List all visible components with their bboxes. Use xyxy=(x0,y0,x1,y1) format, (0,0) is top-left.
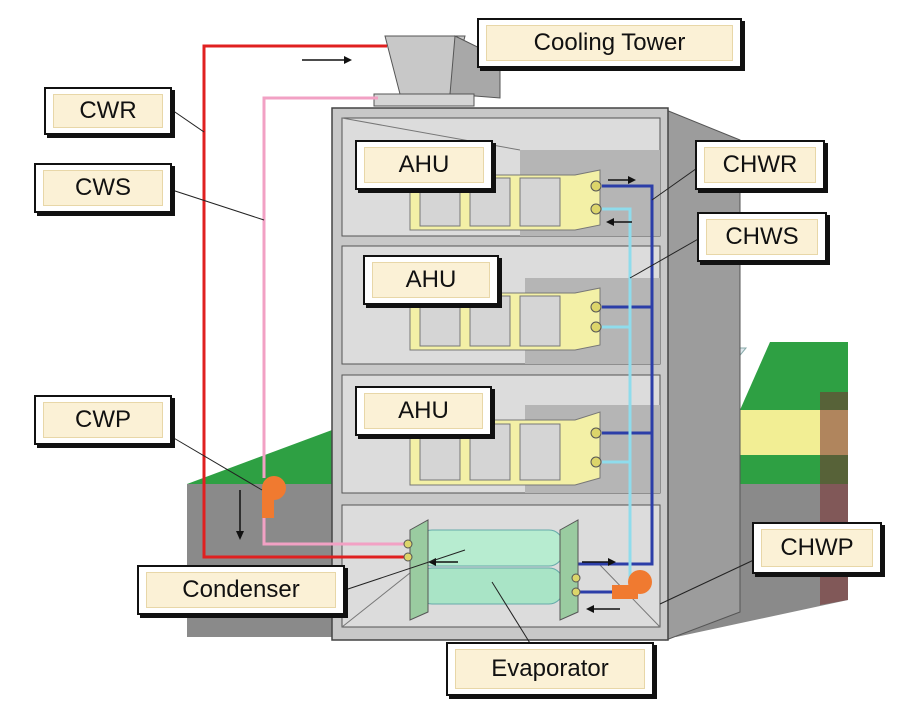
chiller xyxy=(403,519,581,621)
leader-cws xyxy=(171,189,265,221)
label-ahu-top: AHU xyxy=(355,140,493,190)
leader-cwp xyxy=(171,436,263,491)
leader-chwr xyxy=(651,165,701,201)
arrow-cws-down xyxy=(236,490,244,540)
cwr-pipe xyxy=(202,44,412,559)
leader-evaporator xyxy=(491,581,534,649)
label-chwp-text: CHWP xyxy=(761,529,873,567)
label-cws-text: CWS xyxy=(43,170,163,206)
leader-cwr xyxy=(171,109,205,133)
label-cws: CWS xyxy=(34,163,172,213)
label-chwp: CHWP xyxy=(752,522,882,574)
label-chwr: CHWR xyxy=(695,140,825,190)
leader-lines xyxy=(171,109,759,649)
cws-pipe xyxy=(262,96,378,478)
condenser-water-piping xyxy=(202,44,412,559)
label-evaporator-text: Evaporator xyxy=(455,649,645,689)
leader-chws xyxy=(629,237,701,279)
arrow-chwr-top xyxy=(608,176,636,184)
label-chwr-text: CHWR xyxy=(704,147,816,183)
chilled-water-piping xyxy=(575,184,654,599)
condenser-shell xyxy=(417,529,564,567)
label-ahu-top-text: AHU xyxy=(364,147,484,183)
label-ahu-low: AHU xyxy=(355,386,492,436)
left-grass xyxy=(187,430,332,484)
flow-arrows xyxy=(236,56,636,613)
label-ahu-mid: AHU xyxy=(363,255,499,305)
arrow-evap-in xyxy=(586,605,620,613)
label-cooling-tower-text: Cooling Tower xyxy=(486,25,733,61)
arrow-evap-out xyxy=(582,558,616,566)
cooling-tower xyxy=(373,35,501,107)
leader-chwp xyxy=(659,557,759,605)
label-ahu-low-text: AHU xyxy=(364,393,483,429)
label-ahu-mid-text: AHU xyxy=(372,262,490,298)
label-cooling-tower: Cooling Tower xyxy=(477,18,742,68)
label-condenser: Condenser xyxy=(137,565,345,615)
label-cwr-text: CWR xyxy=(53,94,163,128)
evaporator-shell xyxy=(417,567,564,605)
arrow-chws-top xyxy=(606,218,632,226)
label-evaporator: Evaporator xyxy=(446,642,654,696)
label-chws: CHWS xyxy=(697,212,827,262)
arrow-tower-in xyxy=(302,56,352,64)
label-cwp-text: CWP xyxy=(43,402,163,438)
label-cwr: CWR xyxy=(44,87,172,135)
label-condenser-text: Condenser xyxy=(146,572,336,608)
cwp-pump xyxy=(262,476,286,518)
label-cwp: CWP xyxy=(34,395,172,445)
cooling-tower-base xyxy=(373,93,475,107)
leader-condenser xyxy=(344,549,466,591)
chwr-riser xyxy=(575,184,654,566)
label-chws-text: CHWS xyxy=(706,219,818,255)
